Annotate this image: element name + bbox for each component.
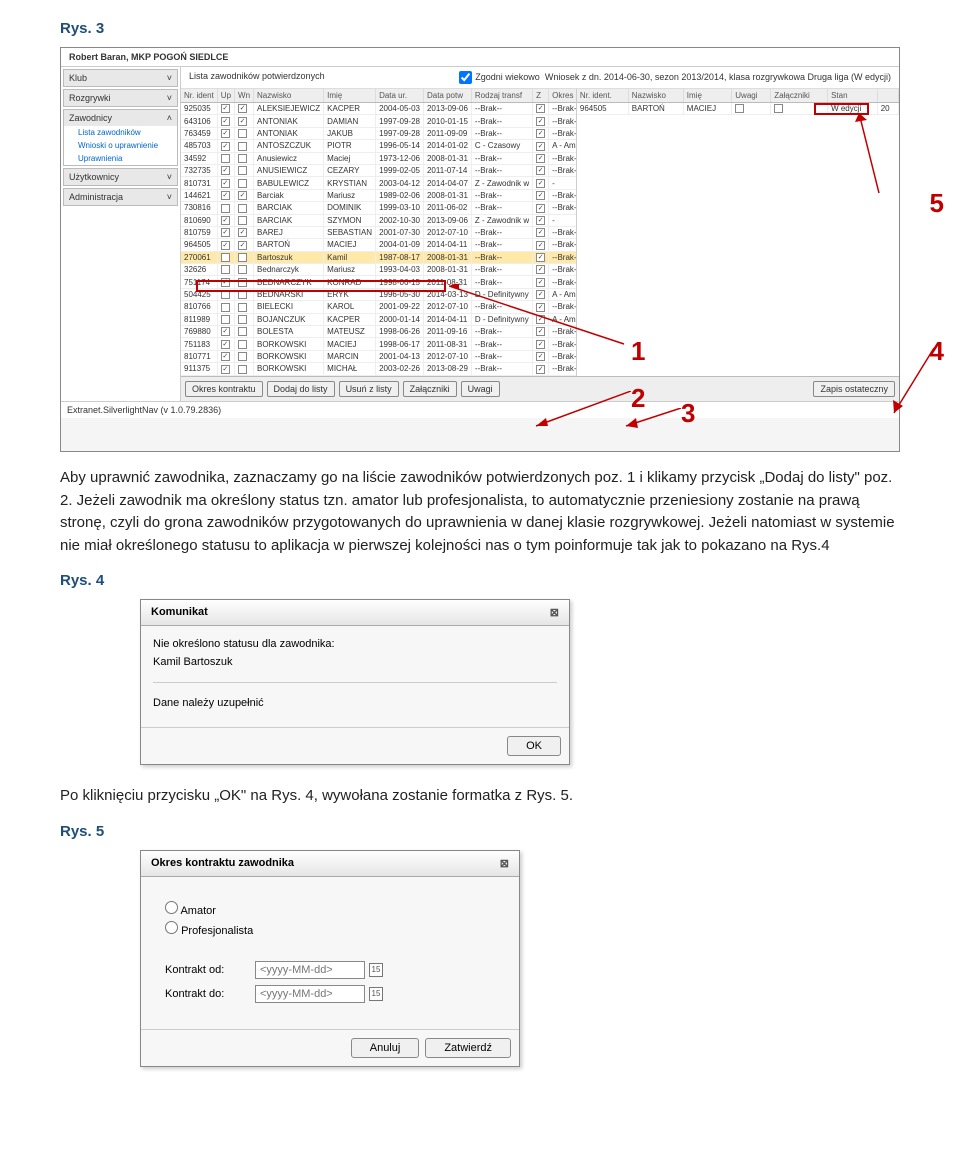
fig-label-4: Rys. 4 [60,572,900,589]
paragraph-1: Aby uprawnić zawodnika, zaznaczamy go na… [60,467,900,557]
sidebar-admin[interactable]: Administracja˅ [64,189,177,205]
table-row[interactable]: 730816BARCIAKDOMINIK1999-03-102011-06-02… [181,202,576,214]
col-header[interactable]: Up [217,89,234,103]
fig-label-3: Rys. 3 [60,20,900,37]
sidebar-item-uprawnienia[interactable]: Uprawnienia [64,152,177,165]
col-header[interactable]: Stan [828,89,878,103]
col-header[interactable]: Nr. ident. [577,89,628,103]
dlg1-title: Komunikat [151,606,208,619]
col-header[interactable]: Uwagi [732,89,771,103]
col-header[interactable]: Data ur. [376,89,424,103]
dlg1-line1: Nie określono statusu dla zawodnika: [153,638,557,650]
panel-title: Lista zawodników potwierdzonych [189,71,325,84]
footer-button[interactable]: Okres kontraktu [185,381,263,397]
table-row[interactable]: 810731✓BABULEWICZKRYSTIAN2003-04-122014-… [181,177,576,189]
wniosek-info: Wniosek z dn. 2014-06-30, sezon 2013/201… [545,72,891,82]
col-header[interactable]: Wn [235,89,254,103]
footer-button[interactable]: Załączniki [403,381,457,397]
label-kontrakt-od: Kontrakt od: [165,964,255,976]
table-row[interactable]: 810690✓BARCIAKSZYMON2002-10-302013-09-06… [181,214,576,226]
col-header[interactable]: Nr. ident [181,89,217,103]
screenshot-app: Robert Baran, MKP POGOŃ SIEDLCE Klub˅ Ro… [60,47,900,452]
col-header[interactable]: Rodzaj transf [471,89,532,103]
annot-4: 4 [930,336,944,367]
radio-amator[interactable] [165,901,178,914]
table-row[interactable]: 763459✓ANTONIAKJAKUB1997-09-282011-09-09… [181,127,576,139]
sidebar-item-lista[interactable]: Lista zawodników [64,126,177,139]
dialog-okres: Okres kontraktu zawodnika ⊠ Amator Profes… [140,850,520,1067]
footer-toolbar: Okres kontraktuDodaj do listyUsuń z list… [181,376,899,401]
label-prof: Profesjonalista [181,925,253,937]
col-header[interactable]: Nazwisko [254,89,324,103]
annot-5: 5 [930,188,944,219]
table-row[interactable]: 810759✓✓BAREJSEBASTIAN2001-07-302012-07-… [181,226,576,238]
table-row[interactable]: 964505✓✓BARTOŃMACIEJ2004-01-092014-04-11… [181,239,576,251]
status-bar: Extranet.SilverlightNav (v 1.0.79.2836) [61,401,899,418]
sidebar-zawodnicy[interactable]: Zawodnicy˄ [64,110,177,126]
col-header[interactable]: Z [533,89,549,103]
dlg1-line3: Dane należy uzupełnić [153,697,557,709]
table-row[interactable]: 811989BOJANCZUKKACPER2000-01-142014-04-1… [181,313,576,325]
left-table[interactable]: Nr. identUpWnNazwiskoImięData ur.Data po… [181,89,576,376]
table-row[interactable]: 751183✓BORKOWSKIMACIEJ1998-06-172011-08-… [181,338,576,350]
col-header[interactable]: Data potw [423,89,471,103]
fig-label-5: Rys. 5 [60,823,900,840]
table-row[interactable]: 925035✓✓ALEKSIEJEWICZKACPER2004-05-03201… [181,103,576,115]
dlg1-line2: Kamil Bartoszuk [153,656,557,668]
calendar-icon[interactable]: 15 [369,987,383,1001]
table-row[interactable]: 911375✓BORKOWSKIMICHAŁ2003-02-262013-08-… [181,363,576,375]
sidebar-item-wnioski[interactable]: Wnioski o uprawnienie [64,139,177,152]
zgodni-label: Zgodni wiekowo [475,72,540,82]
table-row[interactable]: 810771✓BORKOWSKIMARCIN2001-04-132012-07-… [181,350,576,362]
sidebar: Klub˅ Rozgrywki˅ Zawodnicy˄ Lista zawodn… [61,67,181,401]
app-title: Robert Baran, MKP POGOŃ SIEDLCE [61,48,899,67]
sidebar-uzytkownicy[interactable]: Użytkownicy˅ [64,169,177,185]
calendar-icon[interactable]: 15 [369,963,383,977]
paragraph-2: Po kliknięciu przycisku „OK" na Rys. 4, … [60,785,900,808]
table-row[interactable]: 144621✓✓BarciakMariusz1989-02-062008-01-… [181,189,576,201]
col-header[interactable]: Załączniki [771,89,828,103]
label-kontrakt-do: Kontrakt do: [165,988,255,1000]
footer-button[interactable]: Uwagi [461,381,500,397]
footer-button[interactable]: Dodaj do listy [267,381,335,397]
col-header[interactable]: Nazwisko [628,89,683,103]
main-panel: Lista zawodników potwierdzonych Zgodni w… [181,67,899,401]
dlg2-zatwierdz-button[interactable]: Zatwierdź [425,1038,511,1058]
dlg2-title: Okres kontraktu zawodnika [151,857,294,870]
dialog-komunikat: Komunikat ⊠ Nie określono statusu dla zaw… [140,599,570,765]
input-kontrakt-do[interactable] [255,985,365,1003]
table-row[interactable]: 270061BartoszukKamil1987-08-172008-01-31… [181,251,576,263]
table-row[interactable]: 485703✓ANTOSZCZUKPIOTR1996-05-142014-01-… [181,140,576,152]
zgodni-checkbox[interactable] [459,71,472,84]
col-header[interactable] [877,89,898,103]
footer-button[interactable]: Usuń z listy [339,381,399,397]
table-row[interactable]: 32626BednarczykMariusz1993-04-032008-01-… [181,264,576,276]
table-row[interactable]: 751174✓BEDNARCZYKKONRAD1998-06-152011-08… [181,276,576,288]
input-kontrakt-od[interactable] [255,961,365,979]
col-header[interactable]: Imię [324,89,376,103]
table-row[interactable]: 504425BEDNARSKIERYK1996-05-302014-03-13D… [181,288,576,300]
table-row[interactable]: 964505BARTOŃMACIEJW edycji20 [577,103,899,115]
dlg2-anuluj-button[interactable]: Anuluj [351,1038,420,1058]
table-row[interactable]: 34592AnusiewiczMaciej1973-12-062008-01-3… [181,152,576,164]
right-table[interactable]: Nr. ident.NazwiskoImięUwagiZałącznikiSta… [577,89,899,115]
radio-prof[interactable] [165,921,178,934]
label-amator: Amator [180,905,215,917]
dlg2-close-icon[interactable]: ⊠ [500,857,509,870]
col-header[interactable]: Imię [683,89,731,103]
table-row[interactable]: 810766BIELECKIKAROL2001-09-222012-07-10-… [181,301,576,313]
dlg1-ok-button[interactable]: OK [507,736,561,756]
table-row[interactable]: 643106✓✓ANTONIAKDAMIAN1997-09-282010-01-… [181,115,576,127]
table-row[interactable]: 769880✓BOLESTAMATEUSZ1998-06-262011-09-1… [181,326,576,338]
zapis-button[interactable]: Zapis ostateczny [813,381,895,397]
sidebar-rozgrywki[interactable]: Rozgrywki˅ [64,90,177,106]
table-row[interactable]: 732735✓ANUSIEWICZCEZARY1999-02-052011-07… [181,164,576,176]
sidebar-klub[interactable]: Klub˅ [64,70,177,86]
dlg1-close-icon[interactable]: ⊠ [550,606,559,619]
col-header[interactable]: Okres kor [549,89,576,103]
